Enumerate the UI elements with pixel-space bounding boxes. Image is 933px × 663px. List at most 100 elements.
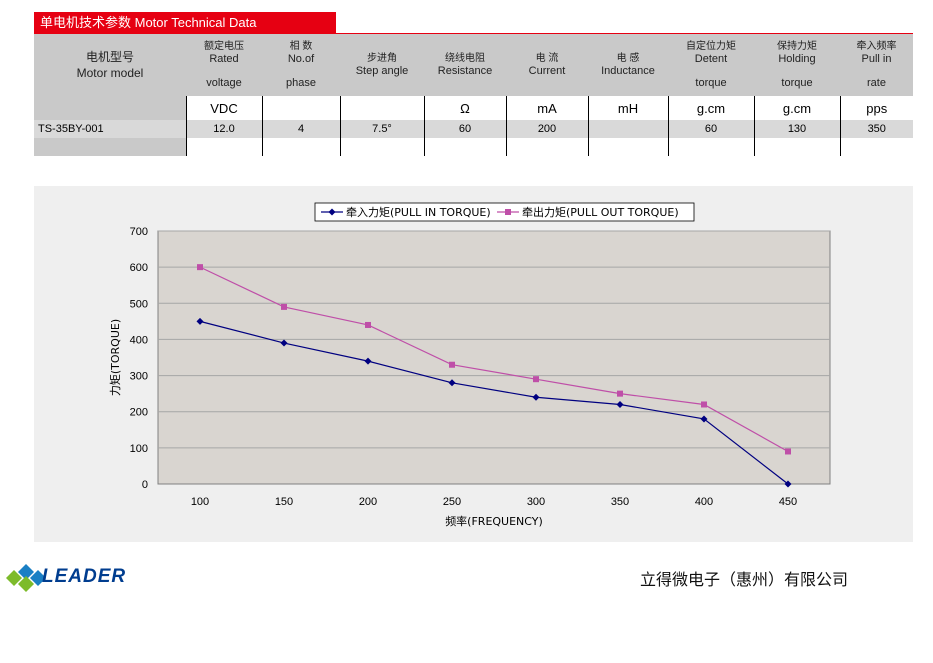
value-cell: 130 (753, 120, 840, 138)
header-en: Current (528, 65, 566, 77)
data-point (700, 415, 708, 423)
header-cn: 绕线电阻 (445, 53, 485, 64)
unit-cell: g.cm (753, 96, 840, 120)
y-tick-label: 300 (130, 371, 148, 383)
header-pull-in-rate: 牵入频率 Pull in rate (840, 34, 913, 96)
header-cn: 相 数 (289, 41, 313, 52)
unit-cell: Ω (423, 96, 506, 120)
x-tick-label: 450 (779, 496, 797, 508)
y-tick-label: 0 (142, 479, 148, 491)
torque-chart: 0 100 200 300 400 500 600 700 100 150 200 250 300 350… (34, 186, 913, 542)
empty-cell (423, 138, 506, 156)
header-cn: 额定电压 (204, 41, 244, 52)
unit-cell: VDC (185, 96, 262, 120)
units-row: VDC Ω mA mH g.cm g.cm pps (34, 96, 913, 120)
header-en: Rated (209, 53, 239, 65)
data-point (364, 357, 372, 365)
x-axis-label: 频率(FREQUENCY) (445, 514, 543, 528)
value-cell: 4 (261, 120, 340, 138)
x-tick-label: 250 (443, 496, 461, 508)
empty-cell (339, 138, 424, 156)
empty-cell (667, 138, 754, 156)
header-holding-torque: 保持力矩 Holding torque (754, 34, 840, 96)
header-en: No.of (287, 53, 315, 65)
data-point (532, 393, 540, 401)
header-row: 电机型号 Motor model 额定电压 Rated voltage 相 数 … (34, 34, 913, 96)
header-rated-voltage: 额定电压 Rated voltage (186, 34, 262, 96)
header-sub: rate (867, 77, 886, 89)
y-tick-label: 200 (130, 407, 148, 419)
company-name: 立得微电子（惠州）有限公司 (640, 570, 849, 589)
data-point (617, 390, 623, 397)
value-cell: 60 (667, 120, 754, 138)
data-point (365, 321, 371, 328)
x-tick-label: 400 (695, 496, 713, 508)
header-model: 电机型号 Motor model (34, 34, 186, 96)
y-tick-label: 700 (130, 226, 148, 238)
empty-row (34, 138, 913, 156)
empty-cell (505, 138, 588, 156)
series-line (199, 320, 789, 485)
header-phase: 相 数 No.of phase (262, 34, 340, 96)
header-model-cn: 电机型号 (85, 50, 134, 64)
header-sub: phase (286, 77, 316, 89)
empty-cell (587, 138, 668, 156)
header-model-en: Motor model (76, 66, 144, 80)
y-axis-label: 力矩(TORQUE) (109, 319, 122, 396)
logo-text: LEADER (42, 566, 127, 587)
y-tick-label: 100 (130, 443, 148, 455)
data-point (281, 303, 287, 310)
value-cell: 350 (839, 120, 913, 138)
unit-cell: pps (839, 96, 913, 120)
value-cell: 60 (423, 120, 506, 138)
unit-cell: g.cm (667, 96, 754, 120)
header-cn: 电 感 (616, 53, 640, 64)
header-sub: torque (781, 77, 813, 89)
header-current: 电 流 Current (506, 34, 588, 96)
model-cell: TS-35BY-001 (34, 120, 186, 138)
legend-marker (328, 208, 336, 216)
header-cn: 自定位力矩 (686, 41, 736, 52)
series-line (199, 266, 789, 452)
leader-diamond-icon (6, 564, 46, 592)
header-sub: torque (695, 77, 727, 89)
data-point (533, 376, 539, 383)
value-cell (587, 120, 668, 138)
data-point (196, 317, 204, 325)
data-point (280, 339, 288, 347)
x-tick-label: 200 (359, 496, 377, 508)
y-tick-label: 500 (130, 298, 148, 310)
value-cell: 7.5° (339, 120, 424, 138)
header-en: Detent (694, 53, 728, 65)
empty-cell (753, 138, 840, 156)
empty-cell (185, 138, 262, 156)
x-tick-label: 300 (527, 496, 545, 508)
header-cn: 保持力矩 (777, 41, 817, 52)
plot-area (157, 230, 831, 485)
empty-cell (839, 138, 913, 156)
units-model-cell (34, 96, 186, 120)
unit-cell: mA (505, 96, 588, 120)
header-inductance: 电 感 Inductance (588, 34, 668, 96)
header-cn: 步进角 (367, 53, 397, 64)
value-cell: 200 (505, 120, 588, 138)
header-en: Holding (778, 53, 816, 65)
legend-label: 牵入力矩(PULL IN TORQUE) (346, 206, 491, 219)
header-cn: 牵入频率 (856, 41, 897, 52)
unit-cell (261, 96, 340, 120)
legend-marker (505, 209, 511, 215)
section-title: 单电机技术参数 Motor Technical Data (34, 12, 336, 34)
y-tick-label: 600 (130, 262, 148, 274)
header-en: Inductance (601, 65, 655, 77)
legend-label: 牵出力矩(PULL OUT TORQUE) (522, 205, 679, 219)
y-tick-label: 400 (130, 334, 148, 346)
x-tick-label: 150 (275, 496, 293, 508)
header-en: Resistance (437, 65, 493, 77)
data-point (197, 264, 203, 271)
header-en: Pull in (861, 53, 892, 65)
data-point (701, 401, 707, 408)
torque-chart-svg: 0 100 200 300 400 500 600 700 100 150 200 250 300 350… (109, 202, 831, 528)
header-en: Step angle (355, 65, 409, 77)
motor-spec-table: 电机型号 Motor model 额定电压 Rated voltage 相 数 … (34, 34, 913, 156)
unit-cell (339, 96, 424, 120)
